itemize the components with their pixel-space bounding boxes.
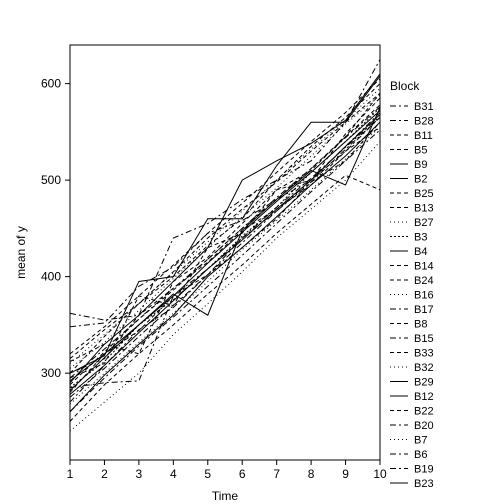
- legend-title: Block: [390, 79, 420, 93]
- x-axis-ticks: 1 2 3 4 5 6 7 8 9 10: [67, 460, 387, 481]
- series-B28: [70, 117, 380, 326]
- legend-label: B7: [414, 435, 427, 447]
- x-tick-label: 8: [308, 467, 315, 481]
- x-tick-label: 7: [273, 467, 280, 481]
- plot-frame: [70, 45, 380, 460]
- y-tick-label: 300: [41, 366, 61, 380]
- series-B29: [70, 76, 380, 373]
- series-B5: [70, 127, 380, 373]
- legend-label: B31: [414, 101, 434, 113]
- legend-label: B12: [414, 391, 434, 403]
- y-tick-label: 600: [41, 77, 61, 91]
- legend-label: B11: [414, 130, 433, 142]
- x-tick-label: 5: [204, 467, 211, 481]
- legend-label: B33: [414, 348, 434, 360]
- y-tick-label: 500: [41, 173, 61, 187]
- series-B32: [70, 127, 380, 404]
- legend-label: B19: [414, 464, 434, 476]
- x-tick-label: 10: [373, 467, 387, 481]
- legend-label: B23: [414, 478, 434, 490]
- series-B2: [70, 122, 380, 412]
- x-tick-label: 3: [136, 467, 143, 481]
- legend-label: B25: [414, 188, 434, 200]
- legend-label: B28: [414, 116, 434, 128]
- legend-label: B16: [414, 290, 434, 302]
- legend-label: B2: [414, 174, 427, 186]
- series-B33: [70, 79, 380, 354]
- line-chart: 1 2 3 4 5 6 7 8 9 10 300 400 500 600 B31 B28 B11 B5 B9 B2…: [0, 0, 504, 504]
- series-B15: [70, 117, 380, 397]
- legend-label: B5: [414, 145, 427, 157]
- series-B22: [70, 175, 380, 421]
- series-B9: [70, 74, 380, 383]
- y-axis-ticks: 300 400 500 600: [41, 77, 70, 381]
- legend-label: B4: [414, 246, 427, 258]
- legend-label: B27: [414, 217, 434, 229]
- series-B31: [70, 113, 380, 403]
- x-tick-label: 2: [101, 467, 108, 481]
- x-tick-label: 1: [67, 467, 74, 481]
- legend-label: B14: [414, 261, 434, 273]
- series-B17: [70, 130, 380, 412]
- series-B6: [70, 107, 380, 378]
- legend-label: B3: [414, 232, 427, 244]
- x-tick-label: 9: [342, 467, 349, 481]
- legend-label: B24: [414, 275, 434, 287]
- series-lines: [70, 59, 380, 431]
- legend: B31 B28 B11 B5 B9 B2 B25 B13 B27 B3 B4 B14 B24 B16 B17…: [390, 101, 434, 490]
- legend-label: B8: [414, 319, 427, 331]
- series-B19: [70, 59, 380, 320]
- legend-label: B13: [414, 203, 434, 215]
- legend-label: B29: [414, 377, 434, 389]
- x-axis-label: Time: [212, 489, 239, 503]
- x-tick-label: 6: [239, 467, 246, 481]
- legend-label: B32: [414, 362, 434, 374]
- legend-label: B17: [414, 304, 434, 316]
- legend-label: B9: [414, 159, 427, 171]
- series-B27: [70, 142, 380, 432]
- legend-label: B15: [414, 333, 434, 345]
- series-B4: [70, 114, 380, 394]
- series-B7: [70, 88, 380, 363]
- y-axis-label: mean of y: [14, 226, 28, 279]
- series-B20: [70, 116, 380, 387]
- x-tick-label: 4: [170, 467, 177, 481]
- series-B14: [70, 93, 380, 361]
- legend-label: B20: [414, 420, 434, 432]
- y-tick-label: 400: [41, 270, 61, 284]
- series-B8: [70, 98, 380, 378]
- legend-label: B22: [414, 406, 434, 418]
- legend-label: B6: [414, 449, 427, 461]
- series-B11: [70, 122, 380, 392]
